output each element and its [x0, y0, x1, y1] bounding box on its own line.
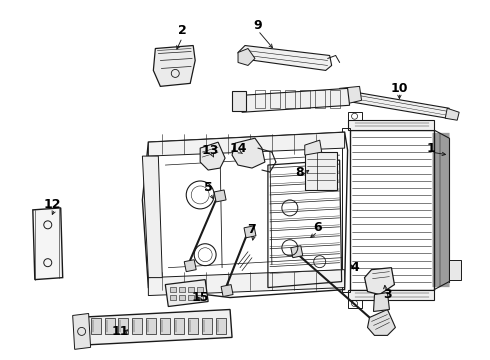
- Polygon shape: [148, 270, 344, 296]
- Text: 14: 14: [229, 141, 247, 155]
- Bar: [255, 90, 265, 108]
- Polygon shape: [449, 260, 461, 280]
- Bar: [315, 90, 325, 108]
- Text: 3: 3: [383, 288, 392, 301]
- Bar: [270, 90, 280, 108]
- Polygon shape: [73, 314, 91, 349]
- Bar: [232, 91, 246, 111]
- Text: 2: 2: [178, 24, 187, 37]
- Bar: [104, 319, 115, 334]
- Polygon shape: [238, 49, 255, 66]
- Polygon shape: [214, 190, 226, 202]
- Bar: [179, 287, 185, 292]
- Polygon shape: [338, 86, 362, 104]
- Polygon shape: [342, 90, 449, 118]
- Text: 9: 9: [254, 19, 262, 32]
- Polygon shape: [305, 140, 322, 155]
- Polygon shape: [232, 138, 265, 168]
- Polygon shape: [153, 45, 195, 86]
- Polygon shape: [347, 289, 434, 300]
- Text: 5: 5: [204, 181, 213, 194]
- Bar: [91, 319, 100, 334]
- Bar: [197, 294, 203, 300]
- Text: 12: 12: [44, 198, 61, 211]
- Polygon shape: [244, 226, 256, 238]
- Bar: [188, 319, 198, 334]
- Polygon shape: [291, 246, 303, 258]
- Text: 7: 7: [247, 223, 256, 236]
- Bar: [132, 319, 143, 334]
- Bar: [188, 294, 194, 300]
- Bar: [300, 90, 310, 108]
- Text: 4: 4: [350, 261, 359, 274]
- Bar: [179, 294, 185, 300]
- Polygon shape: [347, 120, 434, 130]
- Bar: [202, 319, 212, 334]
- Polygon shape: [445, 108, 459, 120]
- Bar: [216, 319, 226, 334]
- Bar: [188, 287, 194, 292]
- Polygon shape: [184, 260, 196, 272]
- Text: 6: 6: [314, 221, 322, 234]
- Bar: [285, 90, 295, 108]
- Polygon shape: [143, 156, 162, 278]
- Bar: [147, 319, 156, 334]
- Polygon shape: [221, 285, 233, 297]
- Polygon shape: [75, 310, 232, 345]
- Bar: [160, 319, 171, 334]
- Polygon shape: [242, 88, 349, 112]
- Polygon shape: [165, 280, 208, 306]
- Text: 11: 11: [112, 325, 129, 338]
- Polygon shape: [148, 132, 344, 156]
- Bar: [174, 319, 184, 334]
- Text: 8: 8: [295, 166, 304, 179]
- Bar: [171, 294, 176, 300]
- Text: 1: 1: [427, 141, 436, 155]
- Bar: [305, 152, 337, 190]
- Polygon shape: [33, 208, 63, 280]
- Text: 15: 15: [192, 291, 209, 304]
- Text: 10: 10: [391, 82, 408, 95]
- Polygon shape: [373, 293, 390, 311]
- Polygon shape: [200, 142, 225, 170]
- Bar: [119, 319, 128, 334]
- Polygon shape: [238, 45, 332, 71]
- Bar: [330, 90, 340, 108]
- Polygon shape: [368, 310, 395, 336]
- Polygon shape: [365, 268, 394, 294]
- Bar: [197, 287, 203, 292]
- Text: 13: 13: [201, 144, 219, 157]
- Bar: [171, 287, 176, 292]
